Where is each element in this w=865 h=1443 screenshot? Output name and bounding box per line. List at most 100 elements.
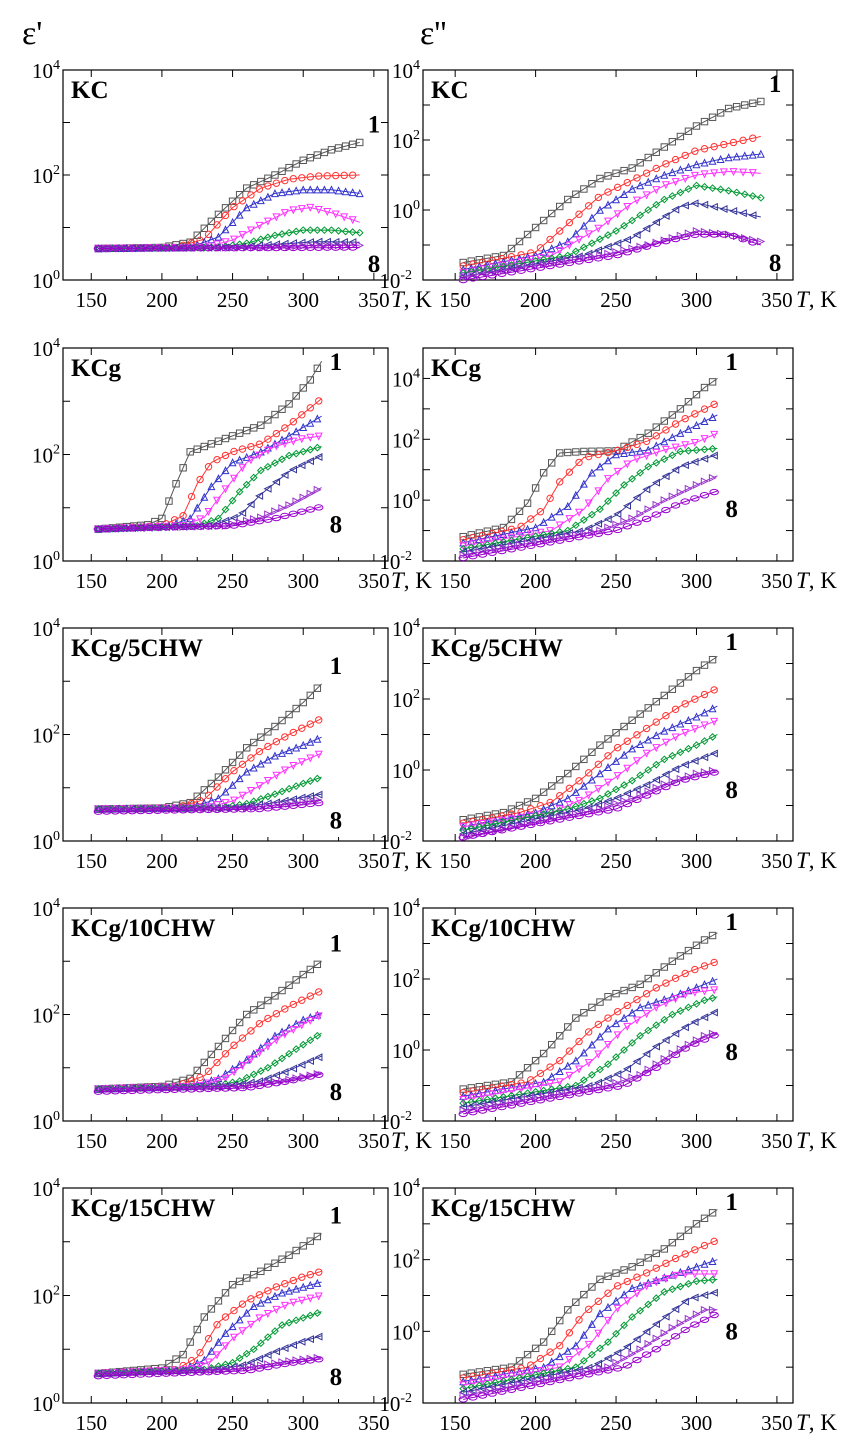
data-point [458,1110,468,1118]
data-point [564,448,572,457]
data-point [620,1354,629,1363]
data-point [221,243,230,252]
data-point [596,998,604,1006]
data-point [660,726,669,735]
data-point [680,776,690,783]
data-point [334,186,343,195]
data-point [620,1321,628,1330]
data-point [708,156,717,165]
data-point [263,217,272,226]
data-point [708,473,717,482]
data-point [684,127,693,135]
series-1 [459,97,765,267]
data-point [332,171,340,180]
data-point [257,733,265,741]
data-point [306,1311,315,1320]
data-point [699,1036,710,1043]
data-point [264,416,272,424]
data-point [547,1072,556,1081]
data-point [628,1263,636,1271]
data-point [285,710,293,719]
x-tick-label: 150 [439,569,471,593]
data-point [242,426,251,435]
data-point [270,1291,279,1300]
data-point [278,405,286,413]
data-point [632,1335,641,1344]
x-axis-label: T, K [796,1128,837,1153]
data-point [306,226,315,235]
data-point [229,1068,238,1077]
data-point [313,151,322,159]
x-tick-label: 300 [681,569,713,593]
data-point [238,445,247,453]
data-point [642,191,651,200]
data-point [246,226,255,235]
data-point [572,255,581,264]
y-tick-label: 102 [392,1248,420,1273]
data-point [263,1042,272,1051]
series-line [463,184,761,274]
data-point [531,223,540,232]
data-point [547,535,557,544]
data-point [539,469,548,477]
data-point [716,185,725,194]
data-point [467,1390,476,1399]
data-point [313,1232,322,1241]
data-point [285,981,293,989]
data-point [214,474,223,483]
data-point [684,1279,693,1288]
data-point [632,196,641,205]
data-point [700,1305,709,1314]
data-point [204,230,213,239]
data-point [684,715,693,724]
x-axis-label: T, K [796,568,837,593]
data-point [475,1388,484,1397]
data-point [684,1314,693,1323]
data-point [565,468,574,476]
data-point [708,1029,717,1038]
data-point [229,796,238,805]
data-point [467,831,476,840]
data-point [692,181,701,190]
data-point [612,785,620,794]
data-point [690,495,700,502]
data-point [642,437,651,446]
data-point [636,1031,645,1040]
data-point [238,1300,247,1308]
data-point [555,1093,565,1101]
data-point [661,1339,671,1347]
data-point [580,755,588,764]
data-point [668,777,677,786]
panel-label: KCg/15CHW [71,1195,215,1222]
data-point [306,185,315,194]
data-point [196,515,205,524]
data-point [299,1015,308,1024]
data-point [671,178,680,187]
x-tick-label: 300 [287,1411,319,1435]
data-point [315,397,323,405]
data-point [497,541,506,550]
data-point [314,1292,323,1301]
y-tick-label: 104 [32,58,60,83]
data-point [612,1358,621,1367]
y-tick-label: 100 [32,549,60,574]
data-point [628,983,636,992]
data-point [213,1077,222,1086]
data-point [200,442,209,451]
data-point [720,140,728,149]
data-point [292,1045,301,1054]
data-point [579,1076,588,1085]
data-point [546,1063,554,1071]
data-point [604,1060,612,1069]
data-point [593,255,604,262]
data-point [230,767,238,775]
data-point [620,1013,629,1022]
data-point [661,1036,670,1045]
data-point [214,1297,223,1305]
data-point [580,253,589,262]
data-point [748,239,758,246]
data-point [250,1006,258,1014]
data-point [699,231,710,238]
data-point [278,188,287,197]
